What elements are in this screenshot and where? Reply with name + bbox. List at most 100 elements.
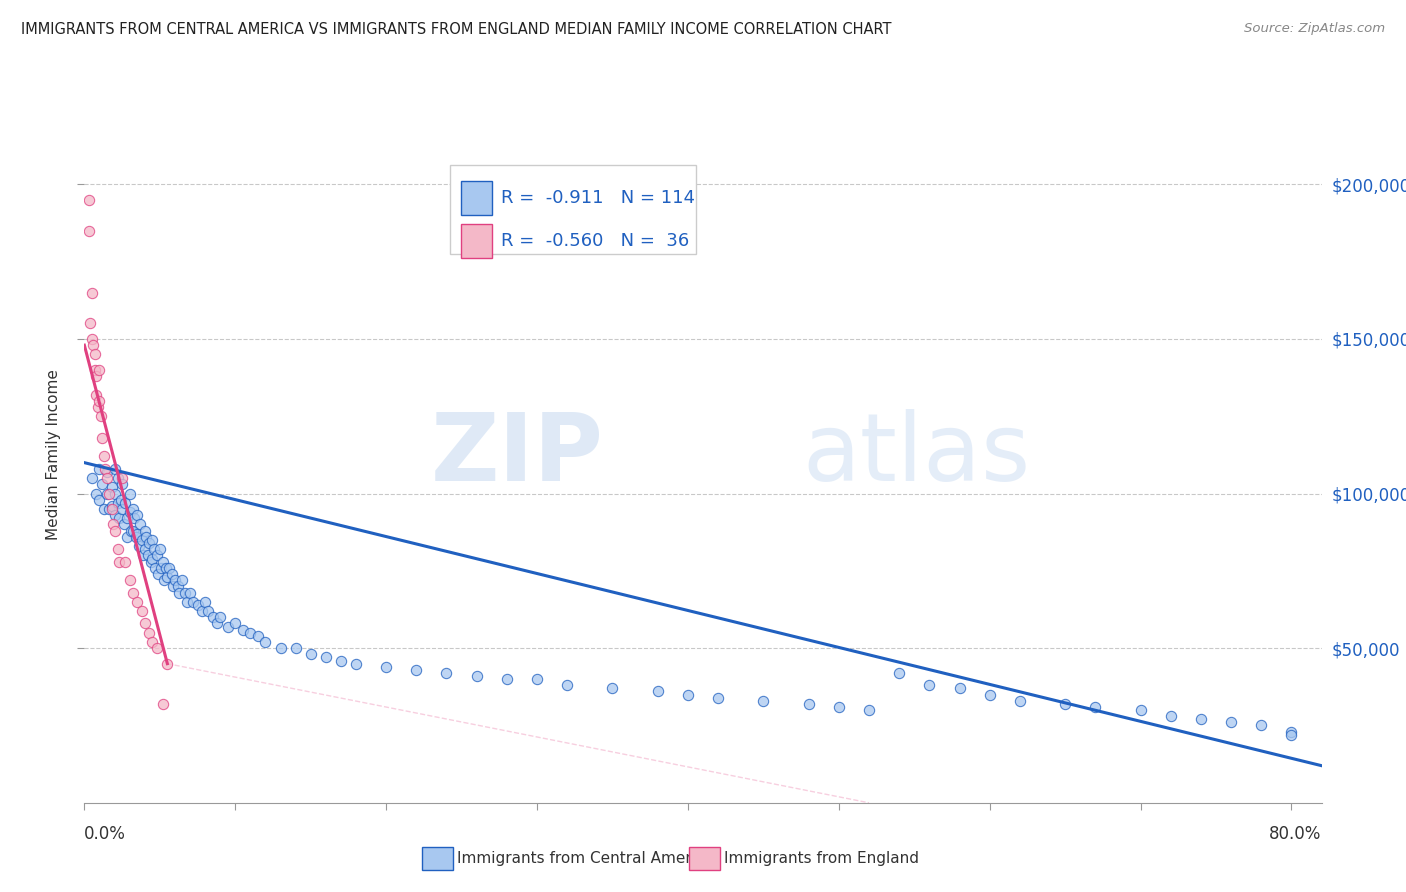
Point — [82, 338, 104, 352]
Point — [100, 502, 122, 516]
Point — [101, 517, 124, 532]
Point — [1281, 728, 1303, 742]
Point — [103, 524, 125, 538]
Text: 0.0%: 0.0% — [84, 825, 127, 843]
Point — [205, 616, 228, 631]
Point — [91, 431, 114, 445]
Point — [86, 369, 108, 384]
Point — [1160, 709, 1182, 723]
Point — [149, 542, 172, 557]
Text: R =  -0.911   N = 114: R = -0.911 N = 114 — [501, 189, 695, 207]
Point — [96, 465, 118, 479]
Point — [110, 492, 132, 507]
Point — [828, 700, 851, 714]
Point — [121, 585, 143, 599]
Point — [1129, 703, 1152, 717]
Point — [602, 681, 624, 696]
Point — [134, 542, 156, 557]
Point — [918, 678, 941, 692]
Point — [142, 542, 165, 557]
Point — [93, 502, 115, 516]
Point — [194, 595, 217, 609]
Point — [90, 409, 112, 424]
Point — [889, 665, 911, 680]
Point — [103, 462, 125, 476]
Point — [129, 517, 152, 532]
Point — [707, 690, 730, 705]
Text: 80.0%: 80.0% — [1270, 825, 1322, 843]
Point — [79, 317, 101, 331]
Point — [97, 502, 120, 516]
Point — [155, 561, 177, 575]
Point — [169, 585, 191, 599]
Point — [176, 595, 198, 609]
Point — [132, 549, 155, 563]
Point — [141, 635, 163, 649]
Point — [160, 566, 183, 581]
Point — [329, 654, 352, 668]
Point — [156, 570, 179, 584]
Point — [87, 400, 110, 414]
Point — [112, 517, 135, 532]
Point — [121, 524, 143, 538]
Point — [118, 505, 141, 519]
Point — [752, 694, 775, 708]
Point — [299, 648, 322, 662]
Point — [77, 193, 100, 207]
Point — [114, 496, 136, 510]
Point — [120, 524, 142, 538]
Text: R =  -0.560   N =  36: R = -0.560 N = 36 — [501, 232, 689, 250]
Point — [157, 561, 180, 575]
Point — [1220, 715, 1243, 730]
Point — [141, 533, 163, 547]
Point — [152, 555, 174, 569]
Point — [138, 625, 160, 640]
Point — [111, 471, 134, 485]
Point — [191, 604, 214, 618]
Point — [127, 595, 149, 609]
Point — [139, 555, 162, 569]
Point — [1054, 697, 1077, 711]
Text: Immigrants from Central America: Immigrants from Central America — [457, 851, 714, 865]
Point — [100, 480, 122, 494]
Point — [172, 573, 194, 587]
Point — [150, 561, 173, 575]
Point — [127, 508, 149, 523]
Point — [84, 347, 107, 361]
Point — [436, 665, 458, 680]
Point — [676, 688, 699, 702]
Point — [93, 450, 115, 464]
Point — [114, 555, 136, 569]
Point — [96, 486, 118, 500]
Point — [858, 703, 880, 717]
Point — [77, 224, 100, 238]
Point — [1189, 712, 1212, 726]
Point — [135, 530, 157, 544]
Point — [1084, 700, 1107, 714]
Point — [89, 393, 111, 408]
Point — [86, 387, 108, 401]
Point — [526, 672, 548, 686]
Point — [143, 561, 166, 575]
Point — [138, 536, 160, 550]
Point — [86, 486, 108, 500]
Point — [465, 669, 488, 683]
Point — [270, 641, 292, 656]
Point — [91, 477, 114, 491]
Point — [152, 697, 174, 711]
Y-axis label: Median Family Income: Median Family Income — [46, 369, 62, 541]
Text: Source: ZipAtlas.com: Source: ZipAtlas.com — [1244, 22, 1385, 36]
Point — [131, 604, 153, 618]
Point — [107, 496, 129, 510]
Point — [134, 616, 156, 631]
Point — [948, 681, 970, 696]
Point — [107, 471, 129, 485]
Point — [181, 595, 204, 609]
Point — [128, 539, 150, 553]
Point — [156, 657, 179, 671]
Point — [108, 555, 131, 569]
Point — [148, 566, 170, 581]
Point — [153, 573, 176, 587]
Point — [141, 551, 163, 566]
Point — [555, 678, 578, 692]
